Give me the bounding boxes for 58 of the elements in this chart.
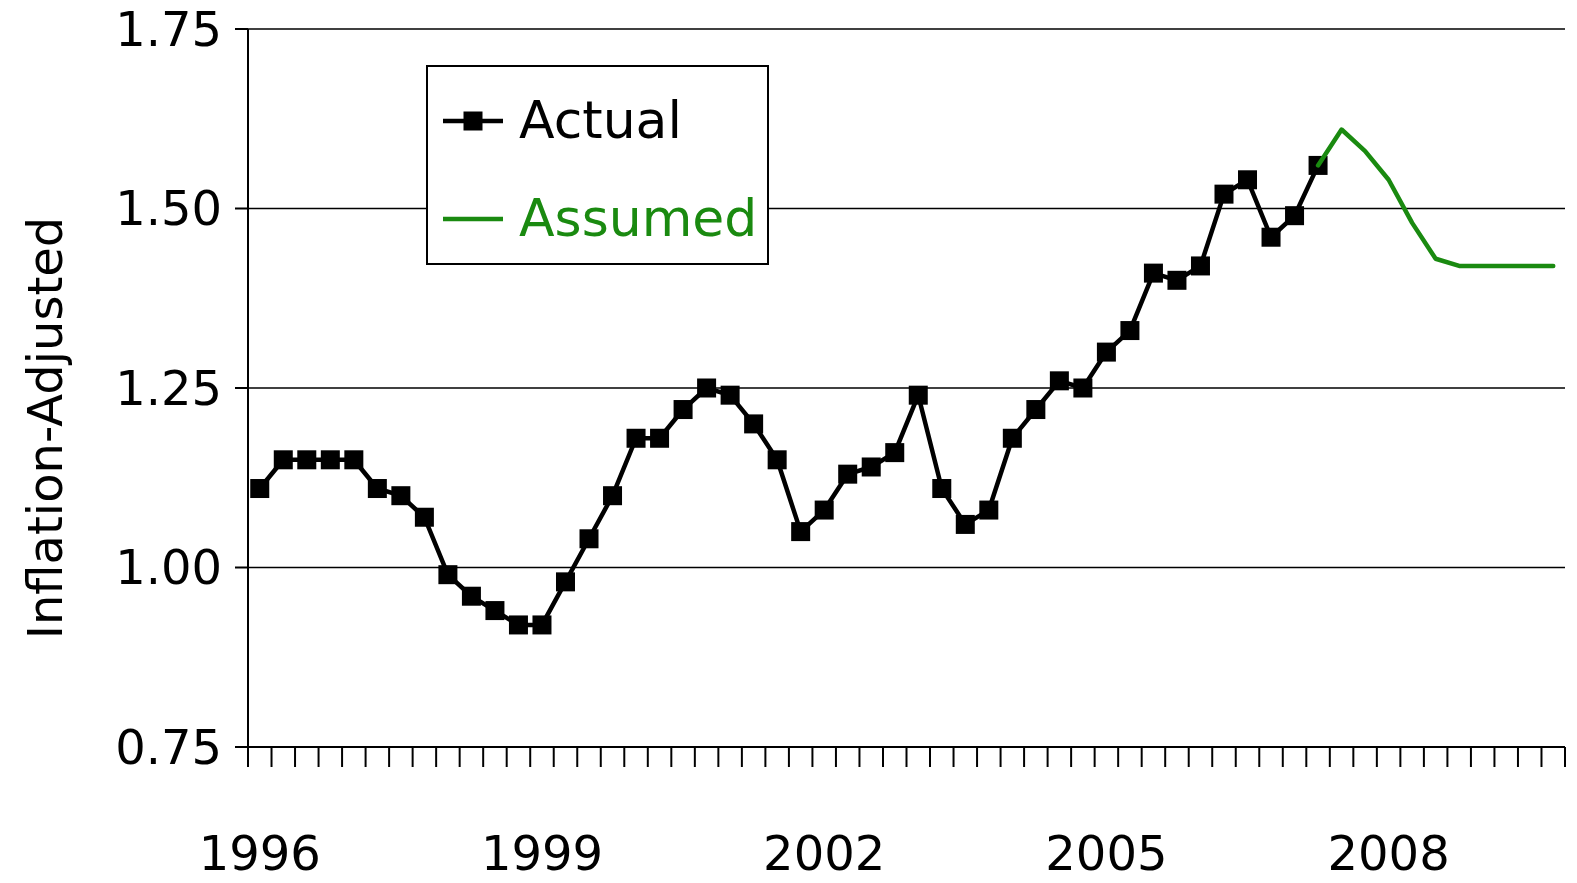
point	[932, 479, 952, 499]
y-tick-label: 1.00	[115, 539, 222, 596]
point	[273, 450, 293, 470]
point	[979, 500, 999, 520]
y-tick-label: 1.75	[115, 0, 222, 57]
x-tick-label: 2005	[1045, 825, 1168, 881]
y-tick-label: 1.50	[115, 180, 222, 237]
point	[650, 428, 670, 448]
point	[603, 486, 623, 506]
y-tick-label: 0.75	[115, 718, 222, 775]
point	[955, 514, 975, 534]
x-tick-label: 2008	[1327, 825, 1450, 881]
point	[791, 522, 811, 542]
point	[461, 586, 481, 606]
point	[744, 414, 764, 434]
legend-label: Assumed	[519, 188, 758, 248]
point	[720, 385, 740, 405]
point	[579, 529, 599, 549]
point	[1285, 206, 1305, 226]
point	[344, 450, 364, 470]
x-tick-label: 2002	[763, 825, 886, 881]
point	[250, 479, 270, 499]
x-tick-label: 1996	[198, 825, 321, 881]
point	[1026, 400, 1046, 420]
point	[1167, 270, 1187, 290]
point	[626, 428, 646, 448]
y-axis-title: Inflation-Adjusted	[17, 216, 73, 640]
point	[438, 565, 458, 585]
point	[414, 507, 434, 527]
point	[391, 486, 411, 506]
point	[838, 464, 858, 484]
point	[1238, 170, 1258, 190]
point	[673, 400, 693, 420]
x-tick-label: 1999	[480, 825, 604, 881]
point	[1190, 256, 1210, 276]
point	[508, 615, 528, 635]
point	[697, 378, 717, 398]
y-tick-label: 1.25	[115, 359, 222, 416]
point	[1002, 428, 1022, 448]
point	[1214, 184, 1234, 204]
point	[1261, 227, 1281, 247]
point	[861, 457, 881, 477]
point	[814, 500, 834, 520]
legend-label: Actual	[519, 90, 682, 150]
point	[555, 572, 575, 592]
point	[1049, 371, 1069, 391]
point	[297, 450, 317, 470]
point	[767, 450, 787, 470]
point	[1120, 321, 1140, 341]
point	[1073, 378, 1093, 398]
point	[885, 443, 905, 463]
point	[485, 601, 505, 621]
point	[532, 615, 552, 635]
point	[1096, 342, 1116, 362]
point	[908, 385, 928, 405]
point	[367, 479, 387, 499]
point	[1143, 263, 1163, 283]
point	[320, 450, 340, 470]
